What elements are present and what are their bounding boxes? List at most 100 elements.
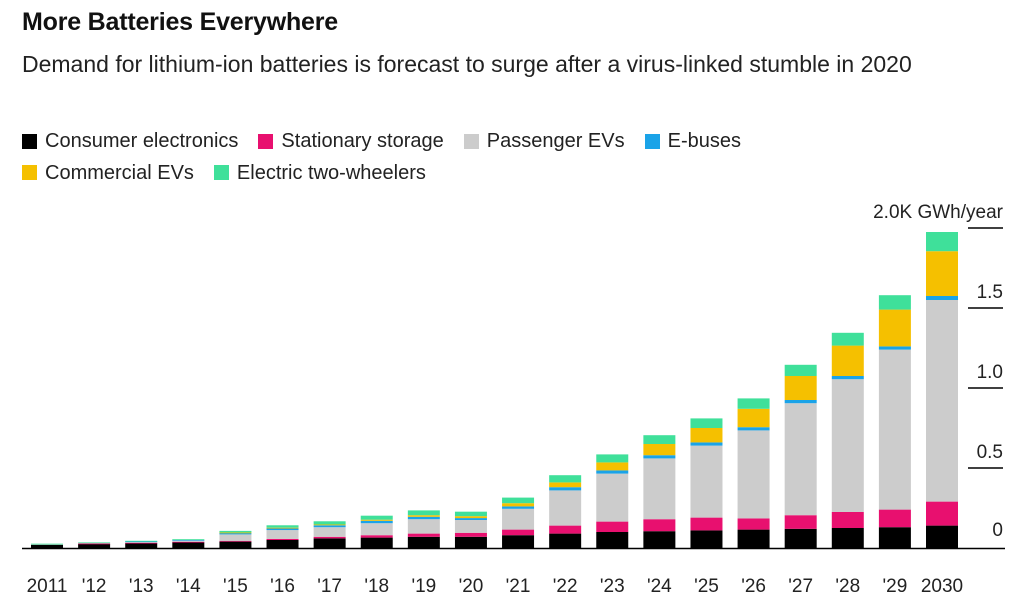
legend-label: E-buses (667, 130, 741, 152)
bar-segment (643, 458, 676, 520)
bar-segment (219, 532, 252, 535)
bar-segment (31, 543, 63, 545)
bar-segment (596, 532, 629, 548)
bar-segment (878, 527, 911, 548)
bar-segment (454, 516, 487, 519)
legend-swatch (213, 165, 229, 180)
bar-segment (454, 520, 487, 533)
bar-segment (172, 540, 205, 542)
bar-segment (549, 525, 582, 534)
bar-segment (360, 537, 393, 548)
bar-segment (407, 510, 440, 516)
bar-segment (407, 533, 440, 537)
bar-segment (784, 400, 817, 404)
bar-segment (784, 403, 817, 516)
bar-segment (596, 521, 629, 532)
bar-segment (690, 530, 723, 548)
bar-segment (737, 427, 770, 431)
bar-segment (313, 538, 346, 548)
bar-segment (502, 529, 535, 536)
bar-segment (78, 543, 111, 545)
bar-segment (643, 444, 676, 456)
bar-segment (690, 445, 723, 518)
legend-item: E-buses (644, 126, 741, 156)
bar-segment (454, 532, 487, 537)
bar-segment (549, 482, 582, 488)
bar-segment (784, 364, 817, 376)
bar-segment (784, 528, 817, 548)
bar-segment (407, 516, 440, 520)
bar-segment (313, 525, 346, 528)
x-tick-label: '12 (82, 576, 107, 597)
bar-segment (219, 534, 252, 541)
bar-segment (643, 531, 676, 548)
legend-item: Stationary storage (258, 126, 444, 156)
bar-segment (831, 345, 864, 376)
bar-segment (360, 515, 393, 520)
bar-segment (737, 408, 770, 428)
x-tick-label: '26 (741, 576, 766, 597)
bar-segment (690, 418, 723, 428)
bar-segment (219, 532, 252, 534)
bar-segment (454, 536, 487, 548)
legend-swatch (22, 165, 37, 180)
bar-segment (737, 430, 770, 519)
bar-segment (360, 519, 393, 521)
x-tick-label: '15 (223, 576, 248, 597)
chart-subtitle: Demand for lithium-ion batteries is fore… (22, 51, 912, 77)
bar-segment (502, 506, 535, 509)
bar-segment (926, 501, 958, 526)
bar-segment (360, 520, 393, 524)
x-tick-label: 2011 (27, 576, 68, 597)
bar-segment (313, 524, 346, 526)
x-tick-label: '19 (411, 576, 436, 597)
x-tick-label: '21 (506, 576, 531, 597)
bar-segment (831, 528, 864, 548)
bar-segment (878, 309, 911, 347)
bar-segment (878, 346, 911, 350)
bar-segment (690, 517, 723, 531)
legend-label: Commercial EVs (45, 161, 194, 184)
legend-label: Electric two-wheelers (236, 161, 426, 184)
bar-segment (643, 435, 676, 444)
x-tick-label: '27 (788, 576, 813, 597)
bar-segment (690, 442, 723, 446)
bar-segment (125, 543, 158, 548)
x-tick-label: '13 (129, 576, 154, 597)
bar-segment (784, 376, 817, 400)
x-tick-label: '20 (459, 576, 484, 597)
bar-segment (926, 296, 958, 300)
bar-segment (172, 539, 205, 540)
bar-segment (360, 523, 393, 536)
bar-segment (407, 519, 440, 534)
bar-segment (266, 530, 299, 539)
bar-segment (737, 398, 770, 409)
bar-segment (454, 511, 487, 517)
y-tick-label: 2.0K GWh/year (873, 202, 1004, 223)
x-tick-label: '25 (694, 576, 719, 597)
x-tick-label: '23 (600, 576, 625, 597)
chart-title: More Batteries Everywhere (22, 8, 338, 36)
bar-segment (596, 454, 629, 463)
legend-label: Consumer electronics (45, 130, 239, 152)
bar-segment (172, 541, 205, 543)
bar-segment (172, 542, 205, 548)
bar-segment (407, 536, 440, 548)
bar-segment (125, 541, 158, 543)
bar-segment (31, 544, 63, 548)
chart-legend: Consumer electronics Stationary storage Pa… (22, 126, 922, 189)
legend-swatch (258, 133, 274, 149)
legend-label: Stationary storage (281, 130, 444, 152)
y-tick-label: 0 (992, 520, 1003, 541)
legend-swatch (644, 133, 660, 149)
bar-segment (313, 521, 346, 525)
bar-segment (831, 512, 864, 528)
bar-segment (266, 527, 299, 529)
bar-segment (502, 535, 535, 548)
bar-segment (737, 529, 770, 548)
bar-segment (549, 487, 582, 491)
bar-segment (737, 518, 770, 530)
bar-segment (878, 349, 911, 510)
legend-swatch (463, 133, 479, 149)
bar-segment (266, 538, 299, 540)
